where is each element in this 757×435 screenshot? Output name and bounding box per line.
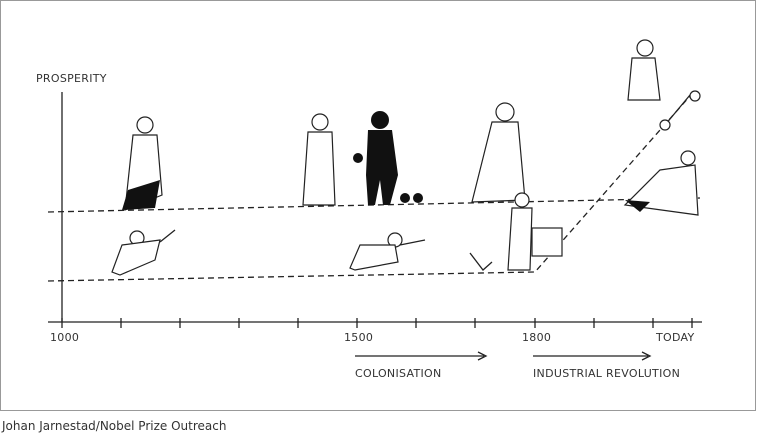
period-label: INDUSTRIAL REVOLUTION (533, 367, 680, 380)
axis-label: PROSPERITY (36, 72, 107, 85)
figure-worker (111, 229, 176, 276)
credit: Johan Jarnestad/Nobel Prize Outreach (1, 419, 226, 433)
figure-monarch (471, 102, 526, 203)
common-path (47, 95, 691, 282)
figure-factory-worker (469, 192, 563, 271)
x-ticks (61, 318, 693, 328)
tick-label: TODAY (655, 331, 695, 344)
period-arrow (355, 351, 652, 361)
tick-label: 1500 (344, 331, 373, 344)
figure-miner (349, 232, 426, 271)
figure-scooter (627, 39, 701, 131)
elite-path (47, 197, 701, 213)
figure-noble (302, 113, 336, 206)
figure-reclining (623, 150, 699, 216)
tick-label: 1000 (50, 331, 79, 344)
tick-label: 1800 (522, 331, 551, 344)
period-label: COLONISATION (355, 367, 442, 380)
figure-king (122, 116, 163, 211)
figure-merchant (353, 111, 423, 205)
